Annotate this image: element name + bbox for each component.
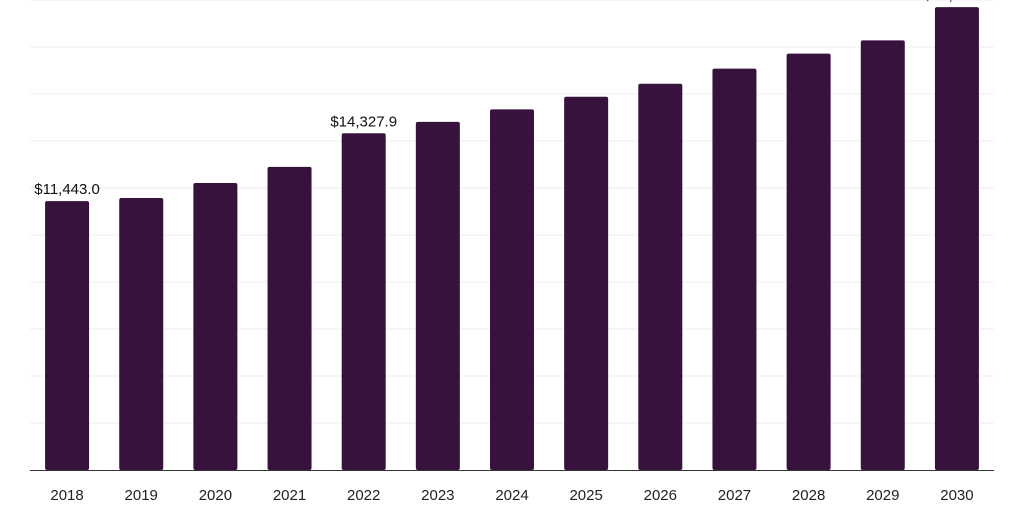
bar-2026: [638, 83, 683, 470]
x-tick-label-2022: 2022: [347, 487, 380, 504]
bar-2020: [193, 182, 238, 470]
bar-2029: [860, 40, 905, 471]
x-tick-label-2019: 2019: [125, 487, 158, 504]
x-tick-label-2026: 2026: [644, 487, 677, 504]
x-tick-label-2021: 2021: [273, 487, 306, 504]
data-label-2018: $11,443.0: [34, 181, 100, 198]
bars: [45, 7, 979, 471]
x-tick-label-2030: 2030: [940, 487, 973, 504]
x-tick-label-2027: 2027: [718, 487, 751, 504]
x-tick-label-2018: 2018: [50, 487, 83, 504]
x-tick-label-2023: 2023: [421, 487, 454, 504]
data-labels: $11,443.0 $14,327.9 $19,694.4: [34, 0, 990, 198]
bar-2028: [786, 53, 831, 470]
x-tick-label-2029: 2029: [866, 487, 899, 504]
x-tick-label-2025: 2025: [569, 487, 602, 504]
bar-2025: [564, 96, 609, 470]
data-label-2030: $19,694.4: [924, 0, 991, 4]
bar-2021: [267, 166, 312, 470]
x-tick-label-2020: 2020: [199, 487, 232, 504]
x-axis-ticks: 2018 2019 2020 2021 2022 2023 2024 2025 2026 2027…: [50, 487, 973, 504]
bar-2024: [490, 109, 534, 471]
bar-2019: [119, 198, 164, 471]
data-label-2022: $14,327.9: [330, 113, 397, 130]
bar-2022: [341, 133, 386, 470]
bar-2027: [712, 68, 757, 471]
bar-2018: [45, 201, 90, 471]
x-tick-label-2028: 2028: [792, 487, 825, 504]
bar-2030: [934, 7, 979, 470]
bar-2023: [415, 121, 460, 470]
x-tick-label-2024: 2024: [495, 487, 528, 504]
